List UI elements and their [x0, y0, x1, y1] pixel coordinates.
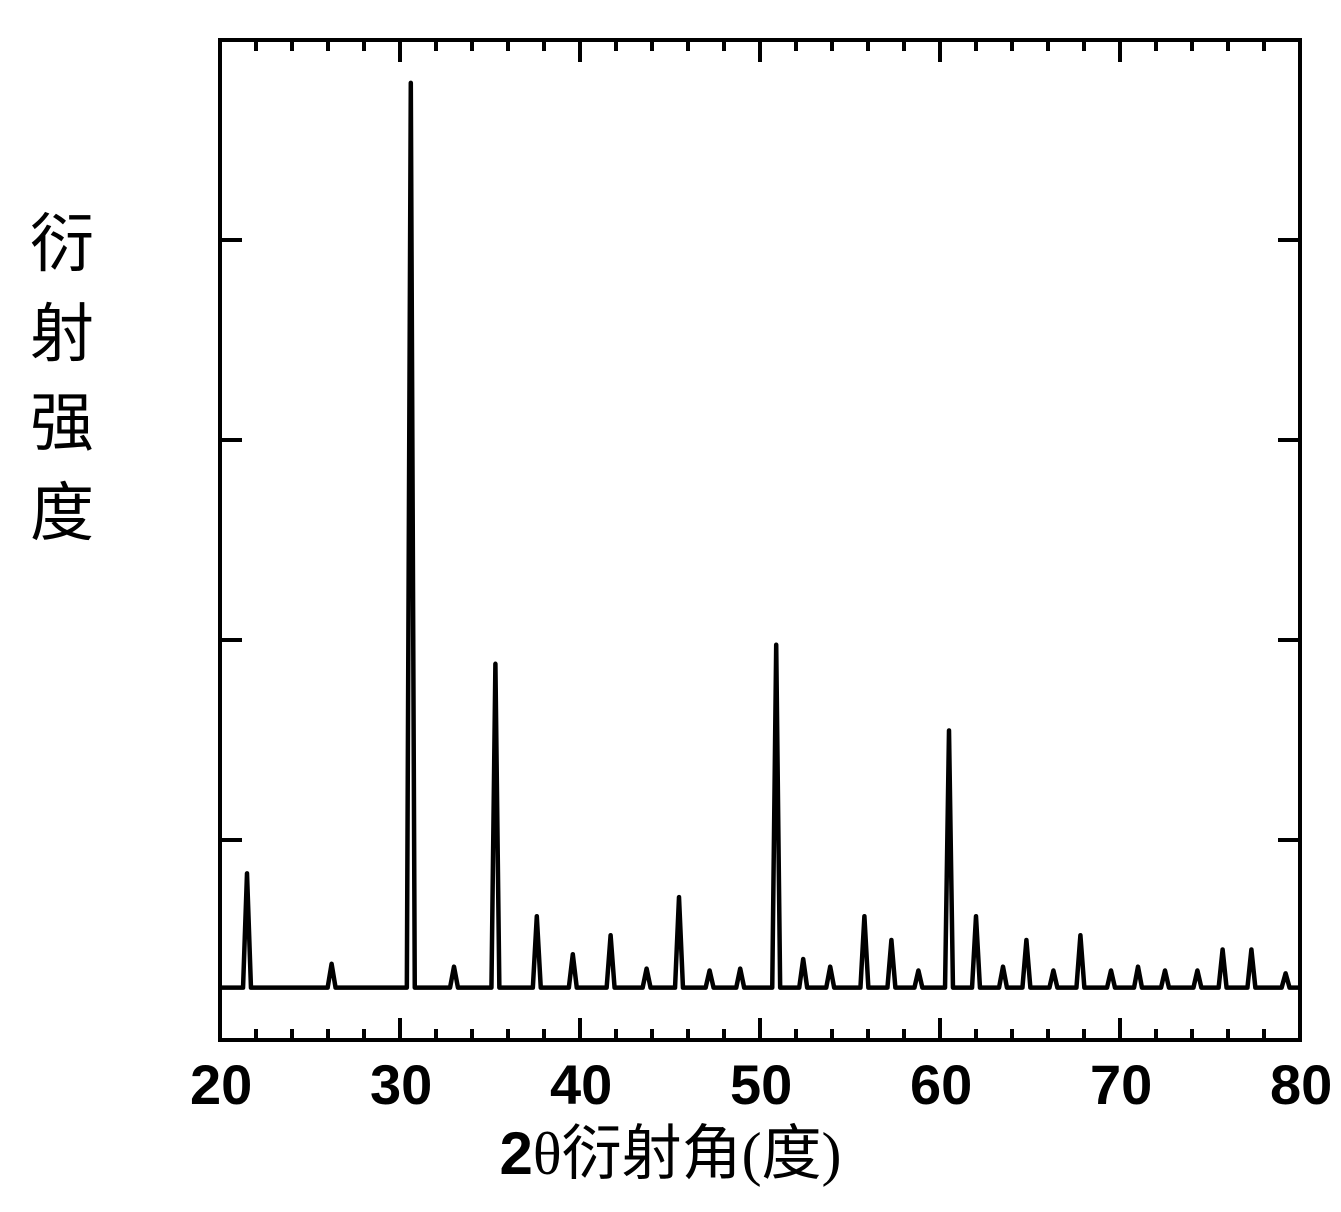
- xlabel-theta: θ: [533, 1121, 562, 1187]
- xlabel-cjk: 衍射角(度): [562, 1121, 842, 1187]
- x-axis-label: 2θ衍射角(度): [0, 1105, 1341, 1192]
- chart-container: 衍 射 强 度 20304050607080 2θ衍射角(度): [0, 0, 1341, 1212]
- plot-svg: [0, 0, 1341, 1212]
- xlabel-numeral: 2: [499, 1120, 532, 1187]
